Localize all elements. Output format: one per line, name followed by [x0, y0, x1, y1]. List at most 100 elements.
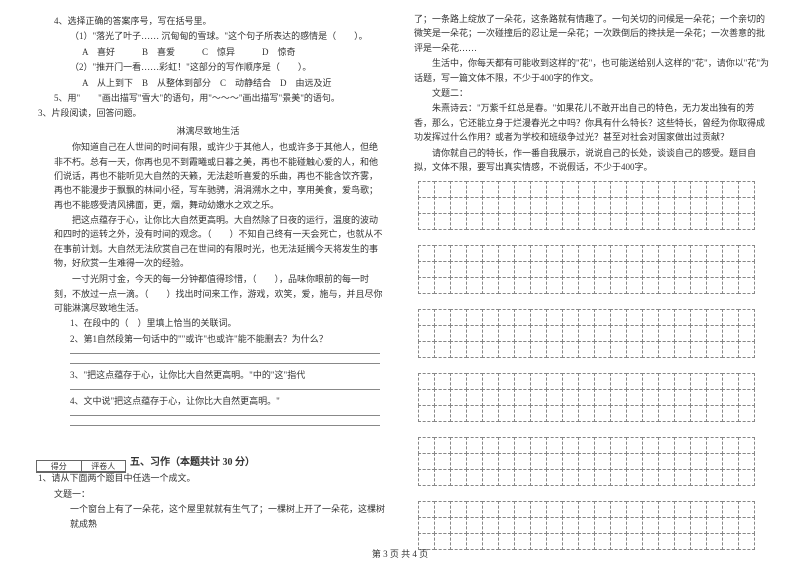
- grid-cell[interactable]: [674, 341, 691, 358]
- grid-cell[interactable]: [562, 469, 579, 486]
- grid-cell[interactable]: [610, 309, 627, 326]
- grid-cell[interactable]: [722, 517, 739, 534]
- grid-cell[interactable]: [498, 309, 515, 326]
- grid-cell[interactable]: [722, 245, 739, 262]
- grid-cell[interactable]: [466, 181, 483, 198]
- grid-cell[interactable]: [450, 325, 467, 342]
- grid-cell[interactable]: [466, 405, 483, 422]
- grid-cell[interactable]: [706, 181, 723, 198]
- grid-cell[interactable]: [594, 197, 611, 214]
- grid-cell[interactable]: [562, 501, 579, 518]
- grid-cell[interactable]: [434, 181, 451, 198]
- grid-cell[interactable]: [722, 341, 739, 358]
- grid-cell[interactable]: [690, 389, 707, 406]
- grid-cell[interactable]: [722, 181, 739, 198]
- grid-cell[interactable]: [418, 437, 435, 454]
- grid-cell[interactable]: [482, 325, 499, 342]
- grid-cell[interactable]: [658, 437, 675, 454]
- grid-cell[interactable]: [562, 197, 579, 214]
- grid-cell[interactable]: [578, 181, 595, 198]
- grid-cell[interactable]: [738, 325, 755, 342]
- grid-cell[interactable]: [546, 245, 563, 262]
- grid-cell[interactable]: [434, 501, 451, 518]
- grid-cell[interactable]: [498, 373, 515, 390]
- grid-cell[interactable]: [626, 309, 643, 326]
- grid-cell[interactable]: [482, 373, 499, 390]
- grid-cell[interactable]: [658, 405, 675, 422]
- grid-cell[interactable]: [706, 469, 723, 486]
- grid-cell[interactable]: [418, 181, 435, 198]
- grid-cell[interactable]: [642, 309, 659, 326]
- grid-cell[interactable]: [418, 373, 435, 390]
- grid-cell[interactable]: [562, 213, 579, 230]
- grid-cell[interactable]: [706, 517, 723, 534]
- grid-cell[interactable]: [578, 197, 595, 214]
- grid-cell[interactable]: [690, 405, 707, 422]
- grid-cell[interactable]: [530, 405, 547, 422]
- grid-cell[interactable]: [562, 261, 579, 278]
- grid-cell[interactable]: [610, 501, 627, 518]
- grid-cell[interactable]: [466, 453, 483, 470]
- grid-cell[interactable]: [450, 437, 467, 454]
- grid-cell[interactable]: [722, 325, 739, 342]
- grid-cell[interactable]: [578, 469, 595, 486]
- grid-cell[interactable]: [514, 181, 531, 198]
- answer-line[interactable]: [70, 387, 380, 389]
- grid-cell[interactable]: [610, 181, 627, 198]
- grid-cell[interactable]: [594, 453, 611, 470]
- grid-cell[interactable]: [642, 405, 659, 422]
- grid-cell[interactable]: [674, 389, 691, 406]
- answer-line[interactable]: [70, 424, 380, 426]
- grid-cell[interactable]: [594, 517, 611, 534]
- grid-cell[interactable]: [690, 245, 707, 262]
- grid-cell[interactable]: [690, 501, 707, 518]
- grid-cell[interactable]: [514, 517, 531, 534]
- grid-cell[interactable]: [658, 325, 675, 342]
- grid-cell[interactable]: [610, 341, 627, 358]
- grid-cell[interactable]: [594, 389, 611, 406]
- grid-cell[interactable]: [434, 277, 451, 294]
- grid-cell[interactable]: [450, 453, 467, 470]
- grid-cell[interactable]: [626, 261, 643, 278]
- grid-cell[interactable]: [450, 213, 467, 230]
- grid-cell[interactable]: [658, 517, 675, 534]
- grid-cell[interactable]: [642, 245, 659, 262]
- grid-cell[interactable]: [498, 517, 515, 534]
- grid-cell[interactable]: [530, 309, 547, 326]
- grid-cell[interactable]: [418, 453, 435, 470]
- grid-cell[interactable]: [626, 213, 643, 230]
- grid-cell[interactable]: [434, 309, 451, 326]
- grid-cell[interactable]: [738, 341, 755, 358]
- grid-cell[interactable]: [722, 453, 739, 470]
- grid-cell[interactable]: [450, 341, 467, 358]
- grid-cell[interactable]: [594, 325, 611, 342]
- grid-cell[interactable]: [722, 389, 739, 406]
- grid-cell[interactable]: [514, 325, 531, 342]
- grid-cell[interactable]: [626, 277, 643, 294]
- grid-cell[interactable]: [434, 245, 451, 262]
- grid-cell[interactable]: [530, 213, 547, 230]
- grid-cell[interactable]: [530, 261, 547, 278]
- grid-cell[interactable]: [514, 309, 531, 326]
- grid-cell[interactable]: [738, 469, 755, 486]
- grid-cell[interactable]: [434, 373, 451, 390]
- grid-cell[interactable]: [578, 245, 595, 262]
- grid-cell[interactable]: [610, 277, 627, 294]
- grid-cell[interactable]: [626, 341, 643, 358]
- grid-cell[interactable]: [482, 309, 499, 326]
- grid-cell[interactable]: [530, 245, 547, 262]
- grid-cell[interactable]: [434, 437, 451, 454]
- grid-cell[interactable]: [690, 373, 707, 390]
- grid-cell[interactable]: [690, 197, 707, 214]
- grid-cell[interactable]: [434, 341, 451, 358]
- grid-cell[interactable]: [530, 373, 547, 390]
- grid-cell[interactable]: [610, 389, 627, 406]
- grid-cell[interactable]: [690, 277, 707, 294]
- grid-cell[interactable]: [690, 341, 707, 358]
- grid-cell[interactable]: [562, 245, 579, 262]
- grid-cell[interactable]: [418, 325, 435, 342]
- grid-cell[interactable]: [546, 181, 563, 198]
- grid-cell[interactable]: [546, 389, 563, 406]
- grid-cell[interactable]: [626, 437, 643, 454]
- grid-cell[interactable]: [610, 373, 627, 390]
